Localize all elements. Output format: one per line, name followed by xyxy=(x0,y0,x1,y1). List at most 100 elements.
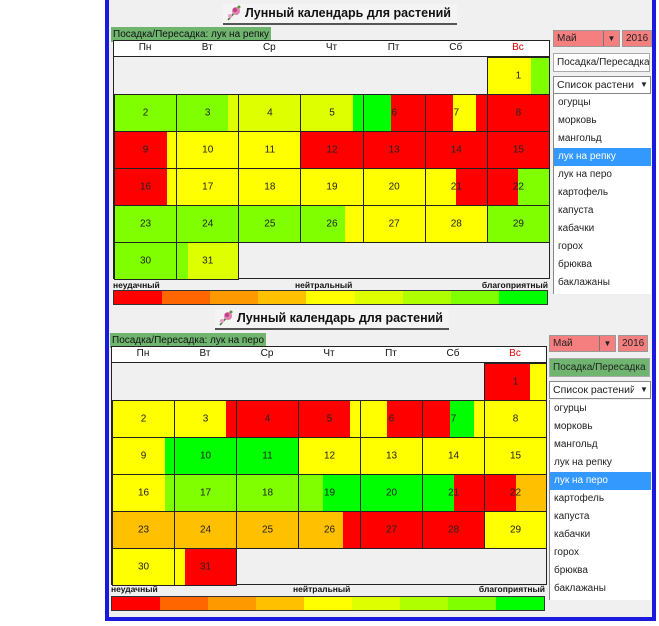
day-cell[interactable]: 23 xyxy=(112,511,175,549)
chevron-down-icon[interactable]: ▼ xyxy=(599,336,615,351)
plant-list-item[interactable]: картофель xyxy=(554,493,605,504)
day-cell[interactable]: 28 xyxy=(424,205,488,243)
day-cell[interactable]: 31 xyxy=(176,242,240,280)
day-cell[interactable]: 7 xyxy=(424,94,488,132)
day-cell[interactable]: 4 xyxy=(238,94,302,132)
day-cell[interactable]: 15 xyxy=(484,437,547,475)
day-cell[interactable]: 2 xyxy=(112,400,175,438)
plant-list-item[interactable]: баклажаны xyxy=(558,277,610,288)
chevron-down-icon[interactable]: ▼ xyxy=(603,31,619,46)
day-cell[interactable]: 24 xyxy=(176,205,240,243)
day-cell[interactable]: 21 xyxy=(424,168,488,206)
day-cell[interactable]: 1 xyxy=(484,363,547,401)
plant-list-item[interactable]: капуста xyxy=(558,205,594,216)
day-cell[interactable]: 7 xyxy=(422,400,485,438)
day-cell[interactable]: 18 xyxy=(236,474,299,512)
day-cell[interactable]: 16 xyxy=(114,168,178,206)
day-cell[interactable]: 2 xyxy=(114,94,178,132)
plant-list-item[interactable]: баклажаны xyxy=(554,583,606,594)
day-cell[interactable]: 20 xyxy=(362,168,426,206)
day-cell[interactable]: 29 xyxy=(486,205,550,243)
day-cell[interactable]: 10 xyxy=(176,131,240,169)
day-cell[interactable]: 10 xyxy=(174,437,237,475)
day-cell[interactable]: 3 xyxy=(174,400,237,438)
day-number: 18 xyxy=(261,487,274,499)
day-cell[interactable]: 5 xyxy=(298,400,361,438)
year-field[interactable]: 2016 xyxy=(618,335,648,352)
day-cell[interactable]: 1 xyxy=(486,57,550,95)
plant-list-item[interactable]: лук на репку xyxy=(554,457,612,468)
plant-list-item[interactable]: брюква xyxy=(554,565,588,576)
day-cell[interactable]: 13 xyxy=(362,131,426,169)
day-cell[interactable]: 12 xyxy=(300,131,364,169)
chevron-down-icon[interactable]: ▼ xyxy=(638,77,650,93)
day-cell[interactable]: 14 xyxy=(422,437,485,475)
plant-list-item[interactable]: кабачки xyxy=(558,223,595,234)
day-cell[interactable]: 6 xyxy=(360,400,423,438)
day-cell[interactable]: 13 xyxy=(360,437,423,475)
day-cell[interactable]: 18 xyxy=(238,168,302,206)
plant-list-item[interactable]: брюква xyxy=(558,259,592,270)
day-cell[interactable]: 16 xyxy=(112,474,175,512)
day-cell[interactable]: 8 xyxy=(484,400,547,438)
day-cell[interactable]: 6 xyxy=(362,94,426,132)
plant-list-item[interactable]: морковь xyxy=(554,421,593,432)
plant-list-item[interactable]: огурцы xyxy=(554,403,587,414)
plant-list-item[interactable]: лук на перо xyxy=(558,169,612,180)
plant-list-item[interactable]: горох xyxy=(554,547,579,558)
month-select[interactable]: Май ▼ xyxy=(549,335,616,352)
plant-list-item[interactable]: мангольд xyxy=(558,133,602,144)
day-cell[interactable]: 23 xyxy=(114,205,178,243)
day-cell[interactable]: 28 xyxy=(422,511,485,549)
plant-list-item[interactable]: кабачки xyxy=(554,529,591,540)
day-cell[interactable]: 22 xyxy=(486,168,550,206)
day-cell[interactable]: 25 xyxy=(238,205,302,243)
day-cell[interactable]: 30 xyxy=(112,548,175,586)
day-cell[interactable]: 25 xyxy=(236,511,299,549)
plant-list-dropdown[interactable]: Список растений ▼ xyxy=(549,381,651,399)
day-cell[interactable]: 15 xyxy=(486,131,550,169)
day-cell[interactable]: 27 xyxy=(362,205,426,243)
plant-list-item[interactable]: огурцы xyxy=(558,97,591,108)
day-cell[interactable]: 17 xyxy=(174,474,237,512)
day-cell[interactable]: 5 xyxy=(300,94,364,132)
plant-list-item[interactable]: лук на перо xyxy=(550,472,651,490)
day-cell[interactable]: 8 xyxy=(486,94,550,132)
year-field[interactable]: 2016 xyxy=(622,30,652,47)
mode-field[interactable]: Посадка/Пересадка xyxy=(553,53,650,72)
day-cell[interactable]: 31 xyxy=(174,548,237,586)
day-cell[interactable]: 29 xyxy=(484,511,547,549)
day-cell[interactable]: 19 xyxy=(298,474,361,512)
mode-field[interactable]: Посадка/Пересадка xyxy=(549,358,650,377)
day-cell[interactable]: 22 xyxy=(484,474,547,512)
day-cell[interactable]: 26 xyxy=(300,205,364,243)
day-cell[interactable]: 11 xyxy=(238,131,302,169)
plant-list-item[interactable]: морковь xyxy=(558,115,597,126)
plant-list-dropdown[interactable]: Список растений ▼ xyxy=(553,76,651,94)
chevron-down-icon[interactable]: ▼ xyxy=(638,382,650,398)
plant-list[interactable]: огурцы морковь мангольд лук на репку лук на … xyxy=(553,94,651,294)
plant-list-item[interactable]: мангольд xyxy=(554,439,598,450)
day-cell[interactable]: 9 xyxy=(112,437,175,475)
day-cell[interactable]: 27 xyxy=(360,511,423,549)
day-cell[interactable]: 19 xyxy=(300,168,364,206)
month-select[interactable]: Май ▼ xyxy=(553,30,620,47)
day-cell[interactable]: 20 xyxy=(360,474,423,512)
plant-list-item[interactable]: капуста xyxy=(554,511,590,522)
day-cell[interactable]: 4 xyxy=(236,400,299,438)
plant-list-item[interactable]: картофель xyxy=(558,187,609,198)
day-cell[interactable]: 11 xyxy=(236,437,299,475)
day-cell[interactable]: 26 xyxy=(298,511,361,549)
plant-list[interactable]: огурцы морковь мангольд лук на репку лук на … xyxy=(549,400,651,600)
day-number: 5 xyxy=(326,413,333,425)
day-cell[interactable]: 14 xyxy=(424,131,488,169)
day-cell[interactable]: 3 xyxy=(176,94,240,132)
plant-list-item[interactable]: лук на репку xyxy=(554,148,651,166)
day-cell[interactable]: 9 xyxy=(114,131,178,169)
day-cell[interactable]: 21 xyxy=(422,474,485,512)
day-cell[interactable]: 17 xyxy=(176,168,240,206)
day-cell[interactable]: 30 xyxy=(114,242,178,280)
plant-list-item[interactable]: горох xyxy=(558,241,583,252)
day-cell[interactable]: 24 xyxy=(174,511,237,549)
day-cell[interactable]: 12 xyxy=(298,437,361,475)
